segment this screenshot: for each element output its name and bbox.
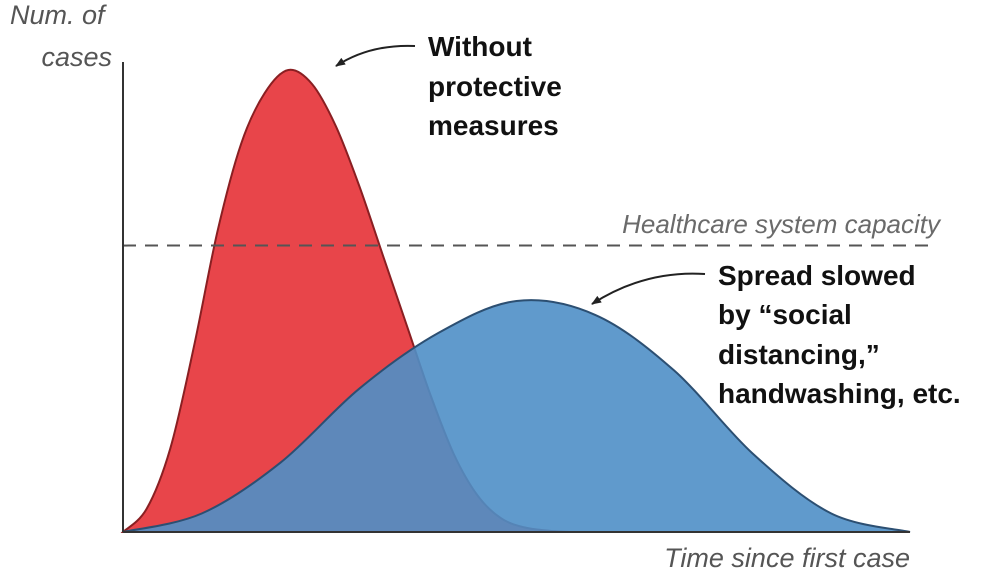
arrow-spread-slowed	[591, 272, 706, 305]
annotation-line: Spread slowed	[718, 260, 916, 291]
annotation-line: Without	[428, 31, 532, 62]
y-axis-label-line: cases	[41, 42, 112, 72]
annotation-line: distancing,”	[718, 339, 880, 370]
annotation-line: handwashing, etc.	[718, 378, 961, 409]
x-axis-label: Time since first case	[664, 543, 910, 573]
annotation-line: protective	[428, 71, 562, 102]
curve-spread-slowed	[122, 299, 911, 533]
arrow-without-protective-measures	[335, 44, 416, 67]
annotation-spread-slowed: Spread slowed by “social distancing,” ha…	[718, 260, 961, 409]
annotation-without-protective-measures: Without protective measures	[428, 31, 570, 141]
y-axis-label: Num. of cases	[10, 0, 112, 72]
capacity-label: Healthcare system capacity	[622, 209, 942, 239]
annotation-line: by “social	[718, 299, 852, 330]
y-axis-label-line: Num. of	[10, 0, 107, 30]
annotation-line: measures	[428, 110, 559, 141]
